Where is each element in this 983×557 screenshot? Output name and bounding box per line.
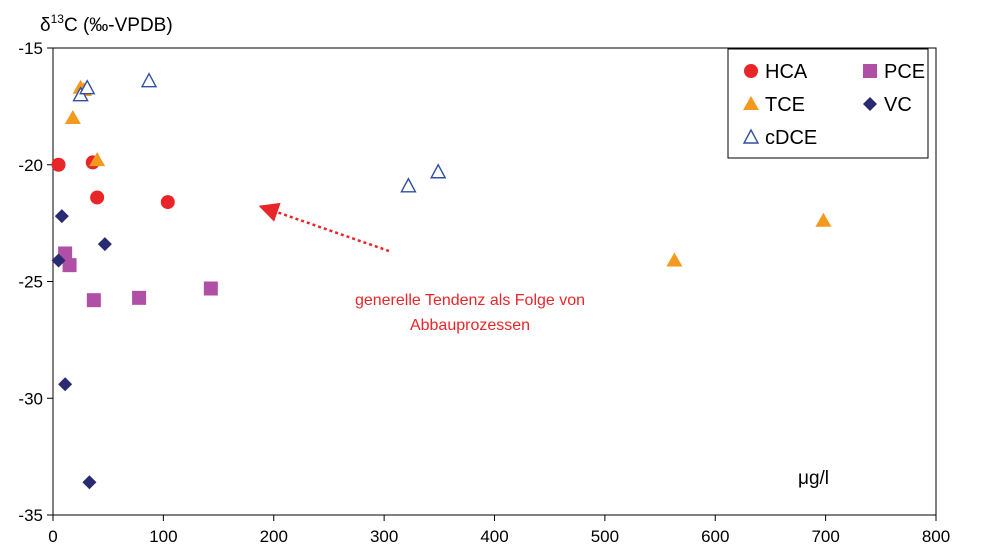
y-tick-label: -15 [18, 39, 43, 58]
series-hca [51, 155, 175, 210]
y-tick-label: -30 [18, 389, 43, 408]
x-axis-label: μg/l [798, 468, 829, 489]
y-tick-label: -20 [18, 156, 43, 175]
x-tick-label: 300 [370, 527, 398, 546]
data-point-pce [86, 293, 101, 308]
data-point-vc [58, 377, 73, 392]
x-tick-label: 600 [701, 527, 729, 546]
annotation-line-1: generelle Tendenz als Folge von [355, 292, 585, 309]
data-point-hca [160, 195, 175, 210]
legend-label-hca: HCA [765, 61, 808, 83]
data-point-pce [132, 290, 147, 305]
x-tick-label: 800 [922, 527, 950, 546]
x-tick-label: 100 [149, 527, 177, 546]
data-point-hca [51, 157, 66, 172]
y-axis-label: δ13C (‰-VPDB) [40, 12, 173, 36]
data-point-tce [666, 252, 683, 267]
y-axis-label-superscript: 13 [51, 12, 65, 26]
x-tick-label: 700 [811, 527, 839, 546]
legend-marker-pce [863, 64, 877, 78]
data-point-vc [82, 475, 97, 490]
series-tce [64, 79, 832, 267]
legend-label-pce: PCE [884, 61, 925, 83]
data-point-vc [54, 209, 69, 224]
legend-marker-vc [863, 97, 877, 111]
annotation: generelle Tendenz als Folge von Abbaupro… [258, 202, 585, 334]
data-point-vc [97, 237, 112, 252]
annotation-line-2: Abbauprozessen [410, 317, 530, 334]
data-point-cdce [140, 72, 158, 88]
series-cdce [72, 72, 447, 193]
x-tick-label: 400 [480, 527, 508, 546]
data-point-vc [51, 253, 66, 268]
legend-marker-tce [743, 96, 759, 110]
y-tick-label: -35 [18, 506, 43, 525]
y-axis-label-rest: C (‰-VPDB) [64, 15, 173, 36]
data-point-cdce [400, 177, 417, 193]
trend-arrow [258, 202, 390, 253]
series-vc [51, 209, 112, 490]
x-tick-label: 200 [260, 527, 288, 546]
legend-marker-cdce [742, 128, 760, 144]
legend-box [727, 48, 929, 159]
legend-label-tce: TCE [765, 94, 805, 116]
x-tick-label: 500 [591, 527, 619, 546]
y-axis-label-delta: δ [40, 15, 51, 36]
x-tick-label: 0 [48, 527, 57, 546]
data-point-pce [62, 258, 77, 273]
y-tick-label: -25 [18, 273, 43, 292]
data-point-hca [90, 190, 105, 205]
data-point-cdce [430, 163, 447, 179]
x-axis-label-rest: g/l [809, 468, 829, 489]
series-pce [58, 246, 218, 308]
data-point-tce [815, 212, 832, 227]
data-point-tce [64, 110, 81, 125]
legend: HCA PCE TCE VC cDCE [727, 48, 929, 159]
legend-marker-hca [744, 64, 758, 78]
legend-label-cdce: cDCE [765, 127, 817, 149]
legend-label-vc: VC [884, 94, 912, 116]
data-point-pce [203, 281, 218, 296]
data-point-tce [89, 152, 106, 167]
x-axis-label-mu: μ [798, 468, 809, 489]
data-point-cdce [79, 79, 96, 95]
